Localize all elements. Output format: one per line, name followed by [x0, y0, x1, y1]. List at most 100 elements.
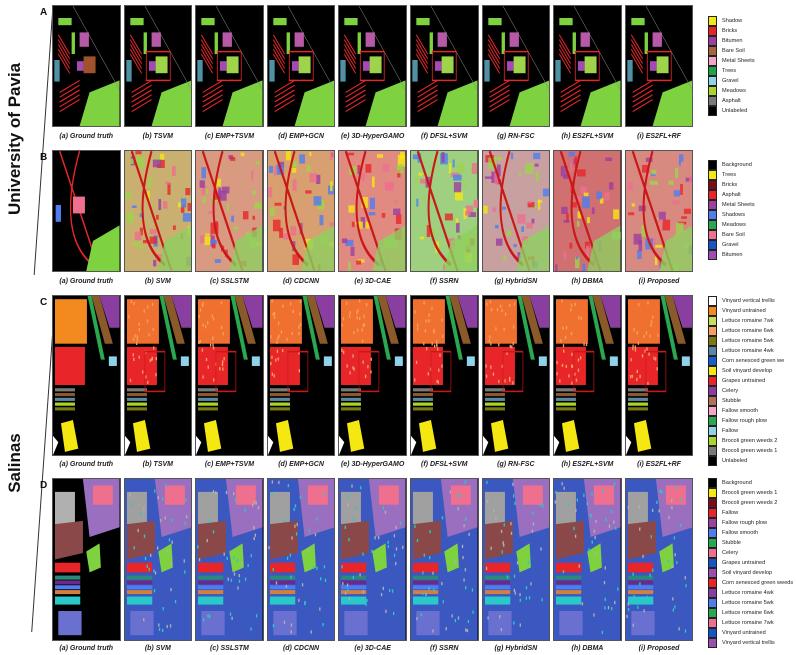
bricks-stripe: [559, 39, 572, 60]
class-patch: [580, 186, 588, 194]
misclassified-speckle: [347, 589, 349, 593]
classification-map: [195, 5, 264, 127]
misclassified-speckle: [170, 562, 172, 566]
class-patch: [527, 200, 532, 204]
map-caption: (d) CDCNN: [282, 645, 320, 652]
legend-swatch: [708, 588, 717, 598]
misclassified-speckle: [213, 346, 215, 350]
celery-region: [242, 296, 263, 328]
misclassified-speckle: [164, 516, 166, 520]
misclassified-speckle: [512, 621, 515, 625]
misclassified-speckle: [615, 526, 617, 530]
misclassified-speckle: [626, 614, 628, 619]
misclassified-speckle: [139, 512, 142, 516]
misclassified-speckle: [150, 357, 152, 362]
class-patch: [222, 186, 230, 194]
misclassified-speckle: [583, 342, 585, 346]
lettuce-region: [54, 596, 81, 605]
misclassified-speckle: [679, 523, 682, 528]
classification-map: [195, 295, 264, 456]
legend-label: Soil vinyard develop: [722, 368, 773, 374]
class-patch: [473, 199, 478, 208]
misclassified-speckle: [511, 381, 514, 385]
class-patch: [285, 151, 291, 161]
misclassified-speckle: [395, 525, 398, 529]
misclassified-speckle: [510, 345, 513, 349]
misclassified-speckle: [627, 505, 629, 510]
misclassified-speckle: [169, 624, 171, 628]
bare-soil-region: [72, 196, 85, 214]
vinyard-untrained-region: [198, 299, 231, 344]
misclassified-speckle: [146, 380, 148, 385]
misclassified-speckle: [608, 524, 611, 528]
bricks-stripe: [202, 89, 223, 103]
misclassified-speckle: [294, 504, 296, 508]
class-patch: [571, 202, 577, 208]
bricks-stripe: [487, 34, 500, 55]
legend-label: Lettuce romaine 4wk: [722, 590, 774, 596]
misclassified-speckle: [454, 618, 457, 623]
misclassified-speckle: [297, 598, 300, 603]
misclassified-speckle: [422, 591, 424, 596]
misclassified-speckle: [671, 597, 674, 601]
class-patch: [171, 166, 176, 176]
bricks-stripe: [202, 79, 223, 93]
misclassified-speckle: [657, 333, 659, 337]
class-patch: [654, 244, 663, 248]
misclassified-speckle: [595, 519, 597, 523]
misclassified-speckle: [245, 577, 247, 581]
bricks-stripe: [58, 39, 70, 60]
metal-sheets-region: [437, 32, 447, 47]
misclassified-speckle: [359, 316, 361, 321]
lettuce-stripe: [341, 590, 367, 595]
grapes-untrained-region: [126, 346, 157, 386]
legend-item: Trees: [708, 170, 755, 180]
class-patch: [180, 198, 186, 208]
class-patch: [453, 174, 462, 181]
map-caption: (e) 3D-HyperGAMO: [340, 133, 405, 140]
class-patch: [162, 201, 168, 209]
bricks-stripe: [274, 99, 295, 113]
misclassified-speckle: [149, 553, 151, 557]
bricks-stripe: [416, 43, 428, 65]
classification-map: [553, 478, 622, 641]
misclassified-speckle: [287, 483, 289, 488]
misclassified-speckle: [383, 586, 385, 591]
misclassified-speckle: [199, 339, 202, 344]
misclassified-speckle: [672, 608, 674, 612]
misclassified-speckle: [578, 368, 580, 372]
map-caption: (g) RN-FSC: [497, 461, 535, 468]
class-patch: [456, 222, 460, 233]
legend-label: Brocoli green weeds 1: [722, 490, 778, 496]
misclassified-speckle: [416, 538, 419, 543]
misclassified-speckle: [631, 347, 634, 351]
lettuce-stripe: [484, 407, 505, 411]
misclassified-speckle: [314, 532, 316, 537]
legend-item: Brocoli green weeds 2: [708, 436, 784, 446]
class-patch: [678, 154, 684, 162]
class-patch: [641, 225, 646, 237]
class-patch: [681, 216, 687, 219]
class-patch: [398, 154, 406, 167]
misclassified-speckle: [205, 325, 207, 329]
class-patch: [372, 176, 376, 188]
misclassified-speckle: [161, 628, 163, 633]
classification-map: [410, 295, 479, 456]
gravel-region: [627, 60, 633, 82]
class-patch: [482, 205, 488, 214]
misclassified-speckle: [633, 594, 635, 599]
lettuce-stripe: [484, 580, 510, 585]
misclassified-speckle: [556, 360, 558, 365]
misclassified-speckle: [221, 301, 223, 305]
misclassified-speckle: [361, 328, 364, 332]
misclassified-speckle: [637, 341, 639, 345]
celery-region: [385, 296, 406, 328]
class-patch: [201, 185, 207, 195]
bitumen-region: [220, 61, 227, 71]
lettuce-stripe: [556, 585, 582, 590]
legend: Shadow Bricks Bitumen Bare Soil Metal Sheets…: [708, 16, 755, 116]
misclassified-speckle: [532, 522, 534, 526]
misclassified-speckle: [424, 329, 427, 333]
misclassified-speckle: [642, 554, 644, 559]
meadows-region: [587, 225, 621, 271]
